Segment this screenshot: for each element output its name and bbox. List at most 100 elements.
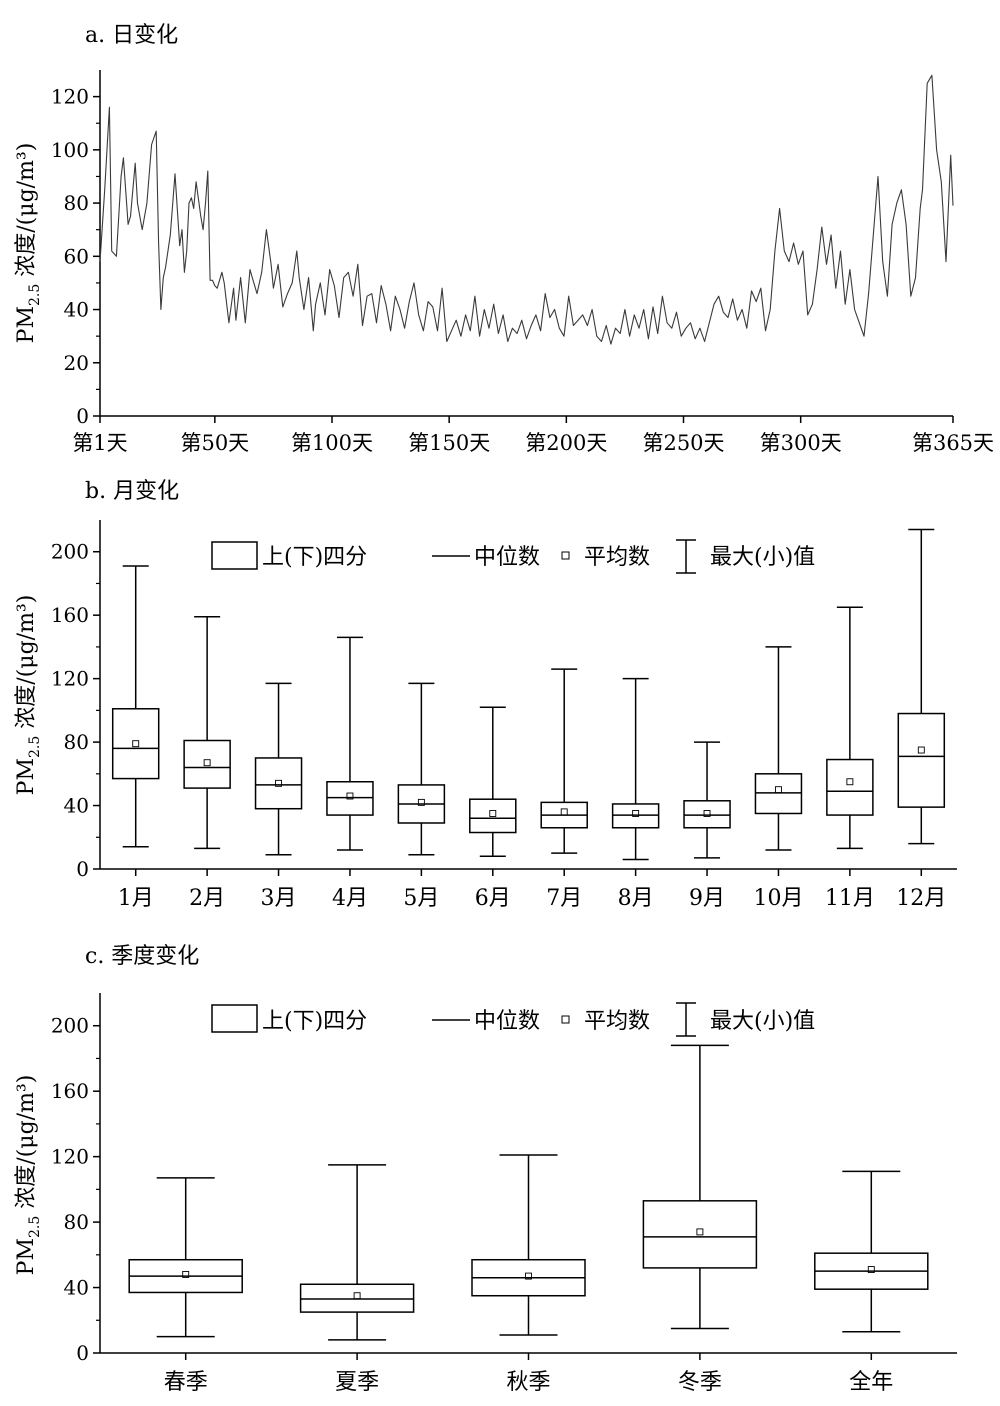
y-tick-label: 200 (51, 540, 89, 564)
legend-box-swatch (211, 1004, 258, 1033)
legend: 上(下)四分 中位数 平均数 最大(小)值 (211, 1002, 815, 1037)
y-tick-label: 20 (64, 351, 89, 375)
x-tick-label: 第250天 (642, 431, 724, 455)
mean-marker (346, 792, 354, 800)
box-12 (897, 528, 946, 845)
quartile-box (183, 739, 231, 789)
quartile-box (897, 712, 946, 808)
x-tick-label: 2月 (189, 886, 225, 911)
quartile-box (642, 1200, 758, 1269)
y-tick-label: 40 (64, 298, 89, 322)
box-5 (397, 682, 446, 856)
quartile-box (469, 798, 517, 834)
y-tick-label: 200 (51, 1014, 89, 1038)
series-line-daily (99, 74, 954, 345)
box-3 (254, 682, 303, 856)
mean-marker (846, 778, 854, 786)
svg-text:PM2.5 浓度/(μg/m³): PM2.5 浓度/(μg/m³) (14, 1075, 43, 1276)
box-9 (683, 741, 731, 859)
panel-a-daily: a. 日变化 PM2.5 浓度/(μg/m³) 020406080100120 … (14, 23, 994, 455)
mean-marker (632, 810, 640, 817)
legend-mean-swatch (561, 551, 570, 560)
x-tick-label: 第50天 (180, 431, 249, 455)
y-tick-label: 40 (64, 1276, 89, 1300)
y-tick-label: 0 (76, 1341, 89, 1365)
x-tick-label: 第150天 (408, 431, 490, 455)
box-11 (826, 606, 874, 850)
y-tick-label: 0 (76, 404, 89, 428)
y-tick-label: 120 (51, 667, 89, 691)
box-4 (326, 636, 374, 851)
y-tick-label: 0 (76, 857, 89, 881)
legend-label-minmax: 最大(小)值 (710, 545, 815, 570)
y-tick-label: 40 (64, 794, 89, 818)
x-tick-label: 10月 (753, 886, 803, 911)
box-2 (183, 616, 231, 850)
mean-marker (525, 1272, 532, 1280)
x-tick-label: 11月 (825, 886, 875, 911)
y-tick-label: 160 (51, 603, 89, 627)
mean-marker (696, 1228, 704, 1236)
legend-label-mean: 平均数 (584, 1009, 650, 1034)
box-3 (471, 1154, 586, 1336)
box-2 (299, 1164, 415, 1341)
y-tick-label: 120 (51, 1145, 89, 1169)
x-tick-label: 8月 (618, 886, 654, 911)
mean-marker (775, 786, 782, 794)
mean-marker (489, 810, 497, 817)
svg-text:PM2.5 浓度/(μg/m³): PM2.5 浓度/(μg/m³) (14, 143, 43, 344)
box-8 (611, 677, 660, 861)
x-tick-label: 3月 (261, 886, 297, 911)
legend-label-minmax: 最大(小)值 (710, 1009, 815, 1034)
box-1 (111, 565, 160, 848)
box-5 (814, 1170, 929, 1333)
quartile-box (754, 773, 803, 815)
svg-text:PM2.5 浓度/(μg/m³): PM2.5 浓度/(μg/m³) (14, 595, 43, 796)
box-7 (540, 668, 588, 854)
x-tick-label: 春季 (164, 1370, 208, 1395)
y-tick-label: 60 (64, 244, 89, 268)
legend: 上(下)四分 中位数 平均数 最大(小)值 (211, 539, 815, 574)
y-tick-label: 80 (64, 191, 89, 215)
x-tick-label: 7月 (546, 886, 582, 911)
mean-marker (867, 1266, 875, 1273)
y-tick-label: 100 (51, 138, 89, 162)
quartile-box (611, 803, 660, 829)
mean-marker (182, 1271, 190, 1278)
mean-marker (703, 810, 711, 817)
y-tick-label: 80 (64, 1210, 89, 1234)
mean-marker (560, 808, 568, 816)
legend-label-quartile: 上(下)四分 (262, 1009, 367, 1034)
panel-c-seasonal: c. 季度变化 PM2.5 浓度/(μg/m³) 04080120160200 … (14, 944, 957, 1395)
x-tick-label: 冬季 (678, 1370, 722, 1395)
x-tick-label: 第365天 (912, 431, 994, 455)
quartile-box (826, 758, 874, 816)
mean-marker (917, 746, 925, 754)
quartile-box (326, 781, 374, 816)
x-tick-label: 第200天 (525, 431, 607, 455)
x-tick-label: 12月 (896, 886, 946, 911)
legend-whisker-swatch (676, 539, 696, 574)
y-axis-title: PM2.5 浓度/(μg/m³) (14, 143, 43, 344)
legend-mean-swatch (561, 1015, 570, 1024)
mean-marker (203, 759, 211, 767)
panel-a-title: a. 日变化 (85, 23, 178, 48)
box-1 (128, 1177, 243, 1338)
y-tick-label: 80 (64, 730, 89, 754)
quartile-box (111, 708, 160, 780)
y-axis-title: PM2.5 浓度/(μg/m³) (14, 595, 43, 796)
box-6 (469, 706, 517, 858)
panel-b-monthly: b. 月变化 PM2.5 浓度/(μg/m³) 0 40 80 120 160 200 上… (14, 479, 957, 911)
legend-label-quartile: 上(下)四分 (262, 545, 367, 570)
x-tick-label: 全年 (849, 1370, 893, 1395)
x-tick-label: 1月 (118, 886, 154, 911)
y-axis-title: PM2.5 浓度/(μg/m³) (14, 1075, 43, 1276)
legend-whisker-swatch (676, 1002, 696, 1037)
legend-label-median: 中位数 (474, 545, 540, 570)
mean-marker (132, 740, 140, 748)
x-tick-label: 4月 (332, 886, 368, 911)
mean-marker (353, 1292, 361, 1300)
box-4 (642, 1044, 758, 1330)
y-tick-label: 120 (51, 85, 89, 109)
